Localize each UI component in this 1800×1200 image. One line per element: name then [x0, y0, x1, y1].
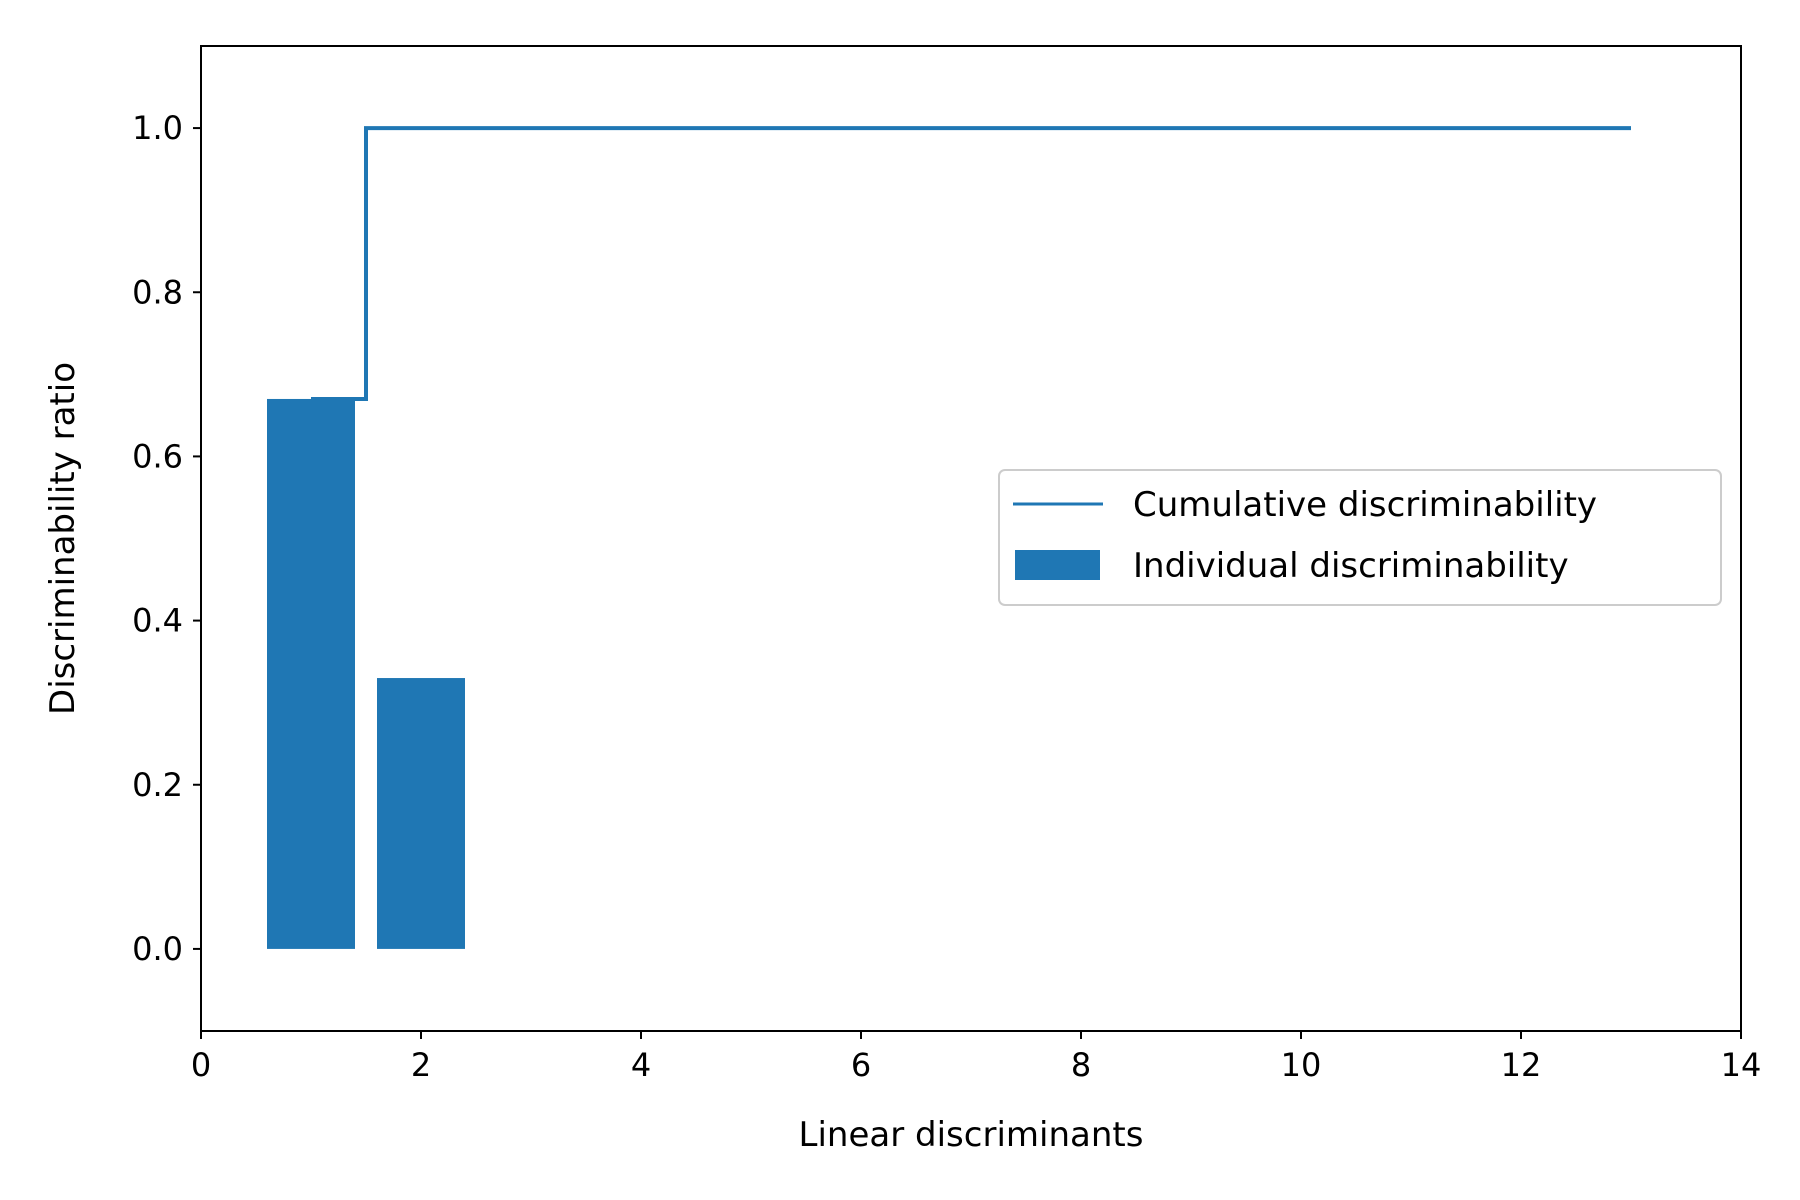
bars-layer: [267, 398, 465, 949]
legend-bar-swatch: [1015, 550, 1100, 580]
y-tick-label: 0.6: [132, 437, 183, 475]
x-tick-label: 12: [1501, 1046, 1542, 1084]
y-tick-label: 0.4: [132, 602, 183, 640]
cumulative-step-line: [311, 126, 1631, 401]
legend-label-individual: Individual discriminability: [1133, 546, 1569, 586]
y-tick-label: 0.8: [132, 273, 183, 311]
bar-2: [377, 678, 465, 949]
y-tick-label: 1.0: [132, 109, 183, 147]
x-tick-label: 4: [631, 1046, 651, 1084]
x-tick-label: 2: [411, 1046, 431, 1084]
y-axis-ticks: 0.0 0.2 0.4 0.6 0.8 1.0: [132, 109, 201, 968]
y-tick-label: 0.0: [132, 930, 183, 968]
lines-layer: [311, 126, 1631, 401]
x-tick-label: 6: [851, 1046, 871, 1084]
x-tick-label: 0: [191, 1046, 211, 1084]
plot-frame: [200, 45, 1742, 1032]
bar-1: [267, 398, 355, 949]
x-tick-label: 14: [1721, 1046, 1762, 1084]
x-tick-label: 10: [1281, 1046, 1322, 1084]
y-axis-label: Discriminability ratio: [43, 362, 83, 715]
y-tick-label: 0.2: [132, 766, 183, 804]
x-axis-ticks: 0 2 4 6 8 10 12 14: [191, 1031, 1762, 1084]
legend-label-cumulative: Cumulative discriminability: [1133, 485, 1597, 525]
x-tick-label: 8: [1071, 1046, 1091, 1084]
legend: Cumulative discriminability Individual d…: [998, 469, 1722, 606]
x-axis-label: Linear discriminants: [799, 1115, 1144, 1155]
legend-box: [998, 469, 1722, 606]
